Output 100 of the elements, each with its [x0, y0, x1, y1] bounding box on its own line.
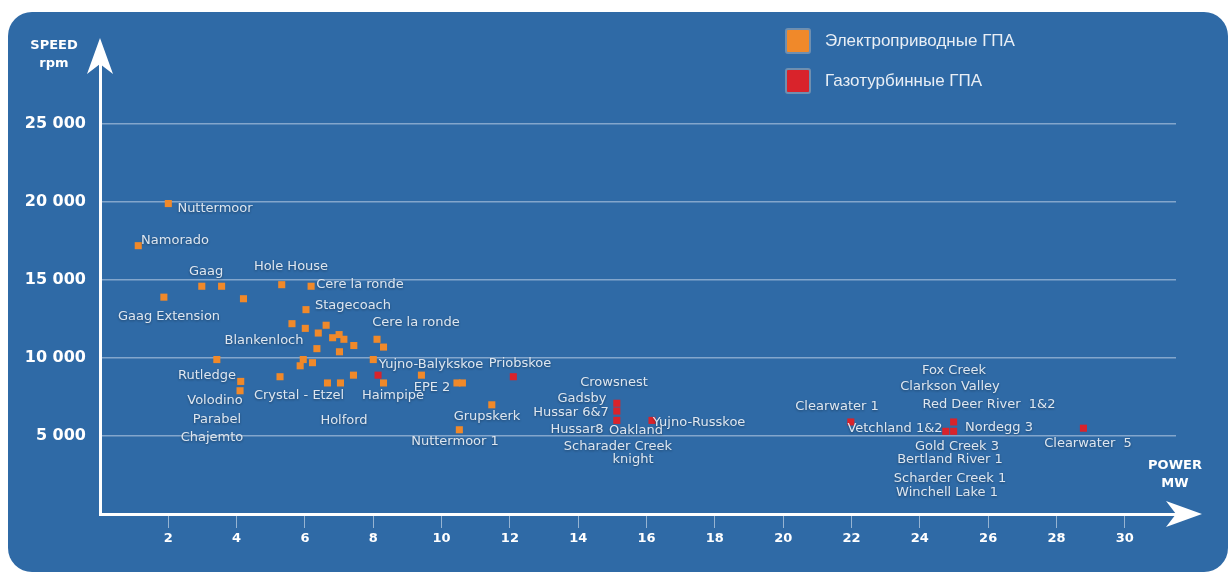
x-tick-label: 24: [910, 530, 929, 546]
point: [373, 335, 381, 343]
point: [313, 345, 321, 353]
x-tick-label: 18: [705, 530, 724, 546]
point: [296, 362, 304, 370]
legend-label: Электроприводные ГПА: [825, 31, 1015, 51]
annotation: Bertland River 1: [897, 451, 1003, 467]
y-tick-label: 10 000: [24, 347, 86, 367]
annotation: Clearwater 1: [795, 398, 879, 414]
x-tick-label: 20: [774, 530, 793, 546]
x-tick-label: 22: [842, 530, 861, 546]
point: [458, 379, 466, 387]
x-tick-label: 12: [500, 530, 519, 546]
annotation: Stagecoach: [314, 297, 392, 313]
annotation: Nordegg 3: [965, 419, 1033, 435]
annotation: Scharader Creek: [563, 438, 673, 454]
annotation: Scharder Creek 1: [893, 470, 1007, 486]
annotation: Parabel: [192, 411, 242, 427]
x-tick-label: 2: [163, 530, 173, 546]
y-tick-label: 5 000: [35, 425, 86, 445]
point: [299, 356, 307, 364]
annotation: Nuttermoor: [177, 200, 254, 216]
point: [218, 282, 226, 290]
annotation: Rutledge: [178, 367, 236, 383]
annotation: Hussar8: [550, 421, 604, 437]
point: [379, 343, 388, 351]
point: [369, 356, 377, 364]
legend-label: Газотурбинные ГПА: [825, 71, 983, 91]
point: [213, 356, 221, 364]
x-tick-label: 6: [300, 530, 310, 546]
point: [488, 401, 496, 409]
point: [417, 371, 425, 379]
annotation: Nuttermoor 1: [411, 433, 499, 449]
point: [329, 334, 337, 342]
y-tick-label: 15 000: [24, 269, 86, 289]
point: [950, 418, 958, 426]
point: [239, 295, 247, 303]
point: [374, 371, 382, 379]
y-tick-label: 20 000: [24, 191, 86, 211]
x-tick-label: 28: [1047, 530, 1066, 546]
annotation: Cere la ronde: [316, 276, 404, 292]
annotation: Yujno-Balykskoe: [377, 356, 484, 372]
point: [350, 341, 358, 350]
x-tick-label: 26: [979, 530, 998, 546]
point: [276, 373, 284, 381]
point: [164, 200, 172, 208]
x-tick-label: 4: [232, 530, 242, 546]
annotation: Cere la ronde: [372, 314, 460, 330]
annotation: Hole House: [253, 258, 329, 274]
x-tick-label: 16: [637, 530, 656, 546]
point: [613, 399, 621, 407]
point: [237, 377, 245, 385]
point: [613, 416, 621, 424]
annotation: Chajemto: [180, 429, 244, 445]
annotation: Gadsby: [557, 390, 607, 406]
annotation: Clarkson Valley: [900, 378, 1000, 394]
annotation: Winchell Lake 1: [896, 484, 998, 500]
annotation: Holford: [320, 412, 368, 428]
x-tick-label: 14: [569, 530, 588, 546]
annotation: Fox Creek: [921, 362, 987, 378]
point: [613, 407, 621, 415]
point: [236, 387, 244, 395]
point: [307, 282, 315, 290]
point: [509, 373, 517, 381]
annotation: Gold Creek 3: [914, 438, 1000, 454]
annotation: Namorado: [141, 232, 209, 248]
point: [198, 282, 206, 290]
point: [455, 426, 463, 434]
point: [308, 359, 316, 367]
point: [379, 379, 388, 387]
x-axis-title: POWER MW: [1147, 456, 1203, 492]
point: [302, 306, 310, 314]
annotation: Volodino: [187, 392, 243, 408]
annotation: Hussar 6&7: [533, 404, 609, 420]
annotation: knight: [612, 451, 654, 467]
point: [278, 281, 286, 289]
point: [340, 335, 348, 343]
point: [1079, 424, 1087, 432]
point: [134, 242, 142, 250]
point: [950, 427, 958, 435]
point: [322, 321, 330, 329]
annotation: Vetchland 1&2: [847, 420, 943, 436]
x-tick-label: 30: [1115, 530, 1134, 546]
y-tick-label: 25 000: [24, 113, 86, 133]
point: [301, 324, 309, 332]
point: [314, 329, 322, 337]
annotation: Clearwater 5: [1044, 435, 1132, 451]
point: [942, 427, 950, 435]
annotation: Red Deer River 1&2: [922, 396, 1056, 412]
point: [336, 379, 345, 387]
annotation: Crystal - Etzel: [253, 387, 345, 403]
y-axis-title: SPEED rpm: [29, 36, 79, 72]
x-tick-label: 8: [368, 530, 378, 546]
annotation: Blankenloch: [224, 332, 304, 348]
annotation: Grupskerk: [453, 408, 521, 424]
x-tick-label: 10: [432, 530, 451, 546]
point: [160, 293, 168, 301]
annotation: Gaag: [188, 263, 224, 279]
point: [323, 379, 332, 387]
point: [349, 371, 357, 379]
